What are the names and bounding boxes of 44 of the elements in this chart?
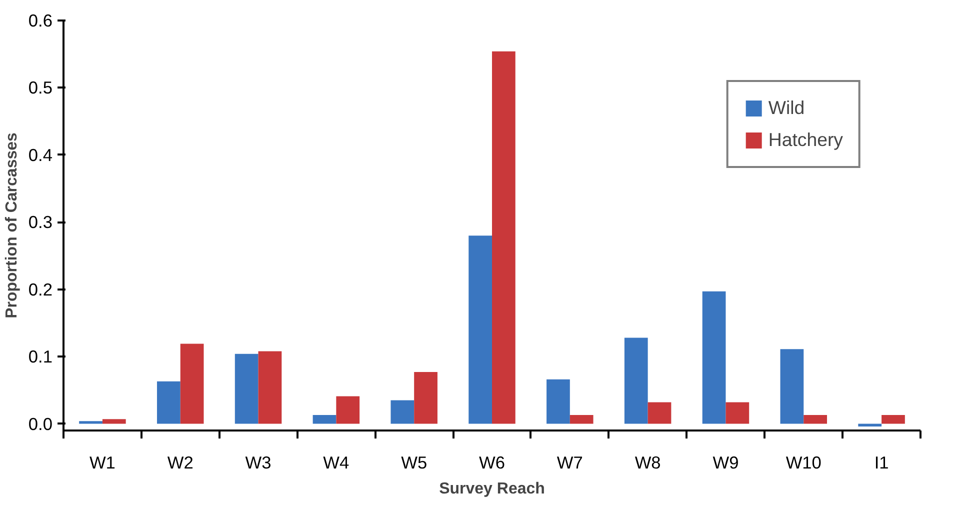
- x-tick-label: W6: [479, 452, 506, 472]
- x-tick-label: W4: [323, 452, 350, 472]
- bar: [726, 402, 750, 424]
- bar: [258, 351, 282, 424]
- bar: [156, 381, 180, 424]
- bar: [624, 338, 648, 424]
- bar: [336, 396, 360, 424]
- bar: [882, 415, 905, 424]
- bar: [79, 421, 102, 424]
- x-tick-label: W3: [245, 452, 272, 472]
- legend-label: Hatchery: [768, 129, 843, 151]
- y-tick-label: 0.4: [28, 144, 53, 165]
- x-tick-label: I1: [874, 452, 889, 472]
- x-tick-label: W7: [556, 452, 583, 472]
- x-tick-label: W8: [634, 452, 661, 472]
- x-tick-label: W2: [167, 452, 194, 472]
- x-tick-label: W5: [401, 452, 428, 472]
- bar: [414, 372, 438, 424]
- bar: [234, 354, 258, 424]
- bar: [390, 400, 414, 424]
- y-tick-label: 0.6: [28, 10, 53, 30]
- y-tick-label: 0.1: [28, 346, 53, 367]
- y-axis-title: Proportion of Carcasses: [3, 132, 20, 318]
- legend-label: Wild: [768, 97, 805, 119]
- bar: [312, 415, 336, 424]
- y-tick-label: 0.2: [28, 279, 53, 300]
- bar: [492, 51, 516, 424]
- bar: [468, 236, 492, 424]
- y-tick-label: 0.0: [28, 414, 53, 434]
- bar: [546, 379, 570, 424]
- x-axis-title: Survey Reach: [439, 480, 545, 498]
- bar: [648, 402, 672, 424]
- bar: [702, 291, 726, 424]
- y-tick-label: 0.5: [28, 78, 53, 98]
- x-tick-label: W1: [89, 452, 116, 472]
- y-tick-label: 0.3: [28, 212, 53, 232]
- bar: [570, 415, 594, 424]
- bar: [180, 344, 204, 424]
- bar: [804, 415, 828, 424]
- bar: [858, 424, 882, 426]
- x-tick-label: W9: [712, 452, 739, 472]
- bar: [102, 419, 126, 424]
- x-tick-label: W10: [786, 452, 822, 472]
- bar: [780, 349, 804, 424]
